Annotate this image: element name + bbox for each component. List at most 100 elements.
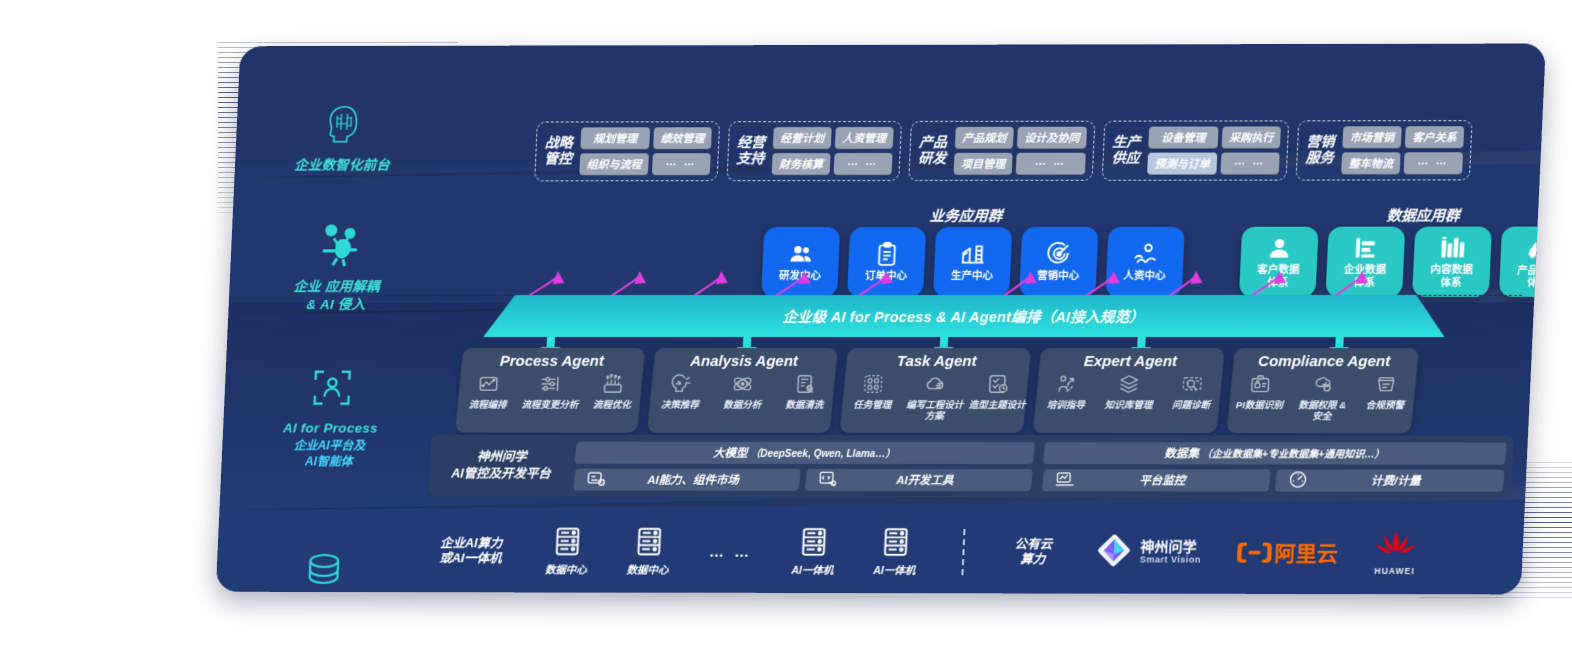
- domain-box-3[interactable]: 生产 供应 设备管理 采购执行 预测与订单… …: [1101, 120, 1290, 181]
- agent-function[interactable]: PI数据识别: [1229, 373, 1290, 422]
- id-card-lock-icon: [1249, 373, 1272, 400]
- huawei-flower-icon: [1374, 530, 1418, 565]
- partner-logo-shenzhou[interactable]: 神州问学 Smart Vision: [1093, 530, 1202, 575]
- domain-chip[interactable]: 采购执行: [1221, 126, 1281, 149]
- agent-function-label: 培训指导: [1046, 400, 1086, 412]
- domain-chip[interactable]: … …: [651, 153, 711, 176]
- app-card-biz-0[interactable]: 研发中心: [761, 227, 841, 298]
- platform-bar[interactable]: AI能力、组件市场: [573, 468, 802, 491]
- domain-chip[interactable]: 项目管理: [953, 152, 1013, 175]
- app-card-label: 订单中心: [864, 270, 908, 283]
- platform-bar-label: AI能力、组件市场: [646, 474, 740, 487]
- partner-logo-huawei[interactable]: HUAWEI: [1373, 530, 1417, 576]
- agent-card-3[interactable]: Expert Agent 培训指导 知识库管理 问题诊断: [1032, 348, 1225, 434]
- agent-function[interactable]: 知识库管理: [1099, 373, 1159, 412]
- agent-function[interactable]: 任务管理: [842, 373, 903, 422]
- agent-function[interactable]: 问题诊断: [1161, 373, 1221, 412]
- platform-bar[interactable]: 数据集 （企业数据集+专业数据集+通用知识…）: [1042, 441, 1506, 465]
- app-card-data-2[interactable]: 内容数据 体系: [1412, 226, 1492, 297]
- agent-function[interactable]: 数据清洗: [775, 373, 835, 412]
- domain-box-0[interactable]: 战略 管控 规划管理 绩效管理 组织与流程… …: [534, 121, 721, 182]
- flow-chart-icon: [477, 373, 500, 400]
- app-card-data-3[interactable]: 产品数据 体系: [1498, 226, 1546, 297]
- platform-left-row-1: 大模型 （DeepSeek, Qwen, Llama…）: [574, 441, 1035, 464]
- infra-item-label: 数据中心: [626, 564, 669, 577]
- domain-box-1[interactable]: 经营 支持 经营计划 人资管理 财务核算… …: [726, 120, 902, 182]
- app-card-biz-3[interactable]: 营销中心: [1019, 226, 1099, 297]
- platform-bar[interactable]: AI开发工具: [804, 468, 1034, 491]
- domain-name: 营销 服务: [1305, 133, 1335, 166]
- domain-chip[interactable]: 市场营销: [1342, 126, 1402, 149]
- app-card-biz-4[interactable]: 人资中心: [1105, 226, 1185, 297]
- clipboard-icon: [873, 241, 900, 267]
- agent-card-0[interactable]: Process Agent 流程编排 流程变更分析 流程优化: [454, 347, 646, 433]
- domain-chip[interactable]: 经营计划: [772, 127, 832, 150]
- domain-chip[interactable]: … …: [1403, 152, 1464, 175]
- agent-card-2[interactable]: Task Agent 任务管理 编写工程设计方案 造型主题设计: [839, 347, 1032, 434]
- agent-function[interactable]: 数据分析: [713, 373, 773, 412]
- agent-function[interactable]: 培训指导: [1036, 373, 1096, 412]
- app-card-biz-2[interactable]: 生产中心: [933, 226, 1013, 297]
- agent-card-1[interactable]: Analysis Agent 决策推荐 数据分析 数据清洗: [647, 347, 838, 433]
- diagnose-icon: [1180, 373, 1203, 400]
- agent-function[interactable]: 流程优化: [583, 373, 643, 412]
- agent-function-label: 流程优化: [592, 399, 632, 411]
- agent-function[interactable]: 编写工程设计方案: [905, 373, 966, 422]
- domain-chip[interactable]: 产品规划: [954, 126, 1014, 149]
- domain-chip[interactable]: 设计及协同: [1016, 126, 1088, 149]
- shield-cloud-icon: [1311, 373, 1334, 400]
- app-card-data-0[interactable]: 客户数据 体系: [1238, 226, 1319, 297]
- infra-item-4: AI一体机: [791, 526, 835, 577]
- agent-function[interactable]: 数据权限 & 安全: [1292, 373, 1353, 422]
- platform-bar[interactable]: 大模型 （DeepSeek, Qwen, Llama…）: [574, 441, 1035, 464]
- logo-name: 神州问学: [1140, 538, 1197, 555]
- domain-box-4[interactable]: 营销 服务 市场营销 客户关系 整车物流… …: [1295, 120, 1473, 181]
- agent-function[interactable]: 决策推荐: [651, 373, 711, 412]
- logo-subtitle: Smart Vision: [1139, 554, 1202, 565]
- agent-function-label: 造型主题设计: [968, 400, 1026, 412]
- rail-item-ai-process: AI for Process 企业AI平台及 AI智能体: [231, 367, 430, 470]
- domain-chip[interactable]: 财务核算: [771, 153, 831, 176]
- bars-content-icon: [1439, 235, 1466, 261]
- domain-chip[interactable]: 人资管理: [834, 126, 894, 150]
- agent-function[interactable]: 合规预警: [1355, 373, 1416, 422]
- agent-function-label: 问题诊断: [1171, 400, 1211, 412]
- domain-chip[interactable]: 整车物流: [1341, 152, 1401, 175]
- partner-logo-aliyun[interactable]: 阿里云: [1236, 538, 1339, 568]
- infra-item-label: 企业AI算力 或AI一体机: [439, 536, 503, 566]
- domain-chip[interactable]: 客户关系: [1404, 126, 1465, 149]
- molecule-icon: [240, 221, 437, 272]
- domain-chip[interactable]: … …: [833, 152, 893, 176]
- agent-function[interactable]: 流程编排: [459, 373, 519, 412]
- agent-function-label: 数据清洗: [785, 399, 824, 411]
- agent-function[interactable]: 造型主题设计: [967, 373, 1028, 422]
- app-card-biz-1[interactable]: 订单中心: [847, 226, 927, 298]
- domain-chip[interactable]: 规划管理: [580, 127, 651, 150]
- domain-chip[interactable]: … …: [1015, 152, 1086, 175]
- agent-function-label: 编写工程设计方案: [905, 400, 964, 422]
- aliyun-logo-mark: 阿里云: [1236, 538, 1339, 568]
- rail-label-front-office: 企业数智化前台: [293, 157, 391, 173]
- domain-chip[interactable]: 组织与流程: [579, 153, 649, 176]
- app-card-label: 产品数据 体系: [1516, 264, 1546, 289]
- domain-name: 战略 管控: [543, 134, 574, 167]
- agent-card-4[interactable]: Compliance Agent PI数据识别 数据权限 & 安全 合规预警: [1226, 348, 1420, 434]
- app-card-data-1[interactable]: 企业数据 体系: [1325, 226, 1406, 297]
- platform-bar[interactable]: 计费/计量: [1274, 469, 1505, 492]
- domain-box-2[interactable]: 产品 研发 产品规划 设计及协同 项目管理… …: [908, 120, 1096, 181]
- agent-function-label: 任务管理: [853, 399, 892, 412]
- agent-function-list: 任务管理 编写工程设计方案 造型主题设计: [842, 373, 1027, 422]
- platform-bar-label: 大模型 （DeepSeek, Qwen, Llama…）: [712, 447, 896, 460]
- monitor-icon: [1054, 468, 1075, 491]
- agent-function[interactable]: 流程变更分析: [521, 373, 581, 412]
- domain-chip[interactable]: 预测与订单: [1147, 152, 1218, 175]
- domain-chip[interactable]: 绩效管理: [653, 127, 712, 150]
- platform-bar[interactable]: 平台监控: [1041, 468, 1271, 492]
- platform-right-row-1: 数据集 （企业数据集+专业数据集+通用知识…）: [1042, 441, 1506, 465]
- domain-chip[interactable]: … …: [1220, 152, 1280, 175]
- domain-chip[interactable]: 设备管理: [1148, 126, 1219, 149]
- training-icon: [1055, 373, 1078, 400]
- target-icon: [1046, 241, 1073, 267]
- agent-function-list: PI数据识别 数据权限 & 安全 合规预警: [1229, 373, 1415, 423]
